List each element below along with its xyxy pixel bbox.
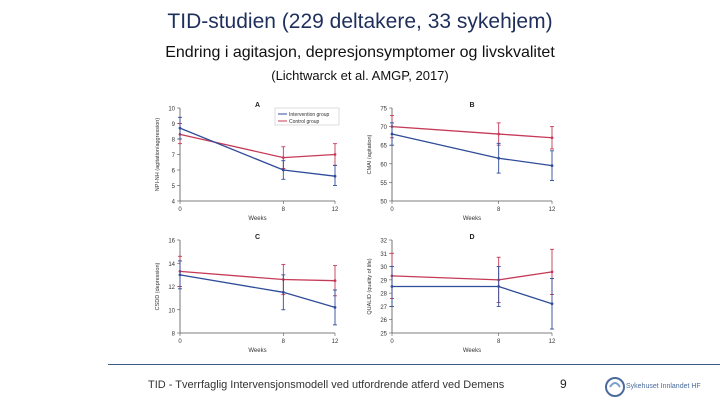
series-line-control <box>391 271 553 281</box>
data-point-intervention <box>390 285 394 288</box>
y-tick-label: 30 <box>380 265 387 271</box>
footer-text: TID - Tverrfaglig Intervensjonsmodell ve… <box>148 379 505 391</box>
x-tick-label: 0 <box>178 339 182 345</box>
y-axis-label: CMAI (agitation) <box>367 134 373 174</box>
data-point-intervention <box>281 290 285 294</box>
y-tick-label: 8 <box>172 138 176 144</box>
x-tick-label: 8 <box>497 339 501 345</box>
y-axis-label: QUALID (quality of life) <box>367 258 373 314</box>
data-point-intervention <box>178 126 182 130</box>
data-point-control <box>333 153 337 156</box>
y-tick-label: 50 <box>380 200 387 206</box>
x-tick-label: 12 <box>332 207 339 213</box>
data-point-intervention <box>281 168 285 172</box>
hospital-logo: Sykehuset Innlandet HF <box>604 374 716 402</box>
y-tick-label: 65 <box>380 144 387 150</box>
legend-label: Intervention group <box>289 112 330 118</box>
data-point-intervention <box>550 164 554 168</box>
y-tick-label: 70 <box>380 125 387 131</box>
y-tick-label: 10 <box>168 107 175 113</box>
data-point-intervention <box>550 302 554 306</box>
legend-label: Control group <box>289 119 320 125</box>
y-tick-label: 31 <box>380 252 387 258</box>
x-tick-label: 8 <box>282 339 286 345</box>
y-tick-label: 27 <box>380 305 387 311</box>
data-point-intervention <box>333 174 337 178</box>
y-tick-label: 60 <box>380 162 387 168</box>
y-tick-label: 16 <box>168 239 175 245</box>
data-point-intervention <box>497 285 501 288</box>
y-tick-label: 8 <box>172 332 176 338</box>
x-axis-label: Weeks <box>463 348 481 354</box>
x-tick-label: 0 <box>390 207 394 213</box>
chart-panel-b: 50 55 60 65 70 75 0 8 12 Weeks CMAI (agitation) B <box>367 102 556 222</box>
series-line-intervention <box>392 285 553 305</box>
series-line-control <box>391 125 553 139</box>
chart-panel-d: 25 26 27 28 29 30 31 32 0 8 12 Weeks QUALID (quality… <box>367 234 556 354</box>
series-line-intervention <box>391 133 553 167</box>
y-tick-label: 12 <box>168 285 175 291</box>
y-tick-label: 9 <box>172 122 176 128</box>
data-point-control <box>550 136 554 140</box>
x-axis-label: Weeks <box>248 348 266 354</box>
panel-label: C <box>255 234 260 241</box>
slide-subtitle: Endring i agitasjon, depresjonsymptomer … <box>165 44 555 61</box>
y-tick-label: 55 <box>380 181 387 187</box>
y-tick-label: 25 <box>380 332 387 338</box>
y-tick-label: 4 <box>172 200 176 206</box>
data-point-control <box>333 279 337 283</box>
y-axis-label: CSDD (depression) <box>155 262 161 310</box>
data-point-control <box>281 156 285 159</box>
y-tick-label: 28 <box>380 292 387 298</box>
panel-label: D <box>469 234 474 241</box>
logo-text: Sykehuset Innlandet HF <box>626 383 701 390</box>
data-point-intervention <box>497 156 501 160</box>
y-tick-label: 10 <box>168 308 175 314</box>
data-point-control <box>497 132 501 136</box>
slide-title: TID-studien (229 deltakere, 33 sykehjem) <box>167 10 553 33</box>
x-tick-label: 12 <box>332 339 339 345</box>
x-tick-label: 8 <box>282 207 286 213</box>
page-number: 9 <box>560 377 567 391</box>
y-tick-label: 7 <box>172 153 176 159</box>
logo-emblem-icon <box>605 377 625 397</box>
x-axis-label: Weeks <box>463 216 481 222</box>
x-tick-label: 12 <box>549 207 556 213</box>
panel-label: B <box>469 102 474 109</box>
panel-label: A <box>255 102 260 109</box>
x-axis-label: Weeks <box>248 216 266 222</box>
chart-panel-a: 4 5 6 7 8 9 10 0 8 12 Weeks NPI-NH (agitation/aggre… <box>155 102 340 222</box>
y-axis-label: NPI-NH (agitation/aggression) <box>155 118 161 192</box>
y-tick-label: 26 <box>380 318 387 324</box>
y-tick-label: 75 <box>380 107 387 113</box>
footer-divider <box>108 364 720 365</box>
data-point-control <box>550 270 554 274</box>
legend-box <box>274 107 340 126</box>
x-tick-label: 0 <box>390 339 394 345</box>
x-tick-label: 12 <box>549 339 556 345</box>
data-point-intervention <box>390 132 394 136</box>
y-tick-label: 29 <box>380 278 387 284</box>
data-point-intervention <box>178 273 182 277</box>
y-tick-label: 32 <box>380 239 387 245</box>
x-tick-label: 8 <box>497 207 501 213</box>
y-tick-label: 14 <box>168 262 175 268</box>
data-point-intervention <box>333 306 337 309</box>
y-tick-label: 6 <box>172 169 176 175</box>
y-tick-label: 5 <box>172 184 176 190</box>
x-tick-label: 0 <box>178 207 182 213</box>
citation: (Lichtwarck et al. AMGP, 2017) <box>271 68 449 83</box>
